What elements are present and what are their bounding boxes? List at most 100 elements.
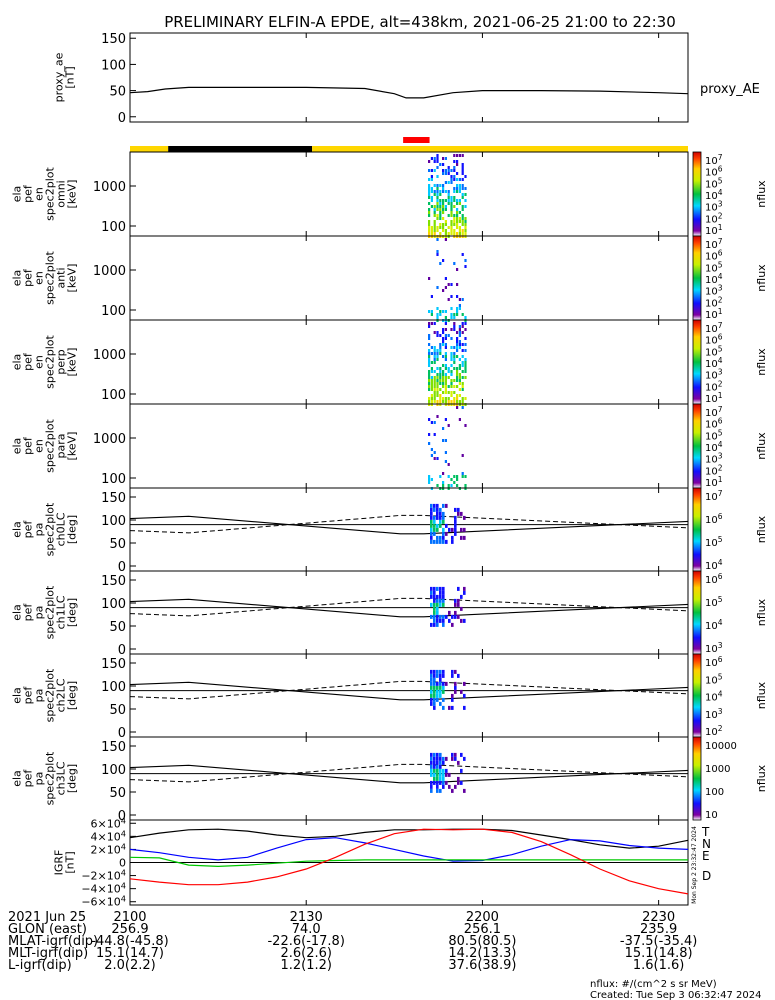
spectrogram-bin — [428, 478, 431, 481]
spectrogram-bin — [458, 178, 461, 181]
spectrogram-bin — [456, 160, 459, 163]
igrf-ylabel: IGRF[nT] — [53, 850, 77, 876]
pitch-angle-bin — [439, 689, 442, 694]
spectrogram-bin — [430, 367, 433, 370]
spectrogram-bin — [444, 379, 447, 382]
y-axis-label-line: anti — [55, 267, 68, 288]
pitch-angle-bin — [436, 507, 439, 512]
pitch-angle-bin — [451, 539, 454, 544]
spectrogram-bin — [428, 211, 431, 214]
spectrogram-bin — [464, 424, 467, 427]
spectrogram-bin — [456, 475, 459, 478]
science-zone-marker — [403, 137, 430, 143]
spectrogram-bin — [456, 343, 459, 346]
pitch-angle-bin — [451, 705, 454, 710]
pitch-angle-bin — [430, 602, 433, 607]
y-axis-label-line: ela — [11, 521, 24, 538]
spectrogram-bin — [436, 334, 439, 337]
pitch-angle-bin — [436, 768, 439, 773]
pitch-angle-bin — [439, 586, 442, 591]
pitch-angle-bin — [439, 772, 442, 777]
spectrogram-bin — [453, 379, 456, 382]
pitch-angle-bin — [451, 614, 454, 619]
spectrogram-bin — [444, 397, 447, 400]
footer-row-value: -37.5(-35.4) — [620, 934, 697, 949]
pitch-angle-bin — [436, 539, 439, 544]
spectrogram-bin — [442, 199, 445, 202]
spectrogram-bin — [436, 331, 439, 334]
y-tick-label: 100 — [101, 763, 126, 778]
spectrogram-bin — [442, 328, 445, 331]
spectrogram-bin — [428, 397, 431, 400]
pitch-angle-bin — [463, 681, 466, 686]
spectrogram-bin — [453, 367, 456, 370]
footer-row-value: 74.0 — [292, 922, 321, 937]
pitch-angle-bin — [439, 539, 442, 544]
spectrogram-bin — [442, 208, 445, 211]
pitch-angle-bin — [430, 689, 433, 694]
spectrogram-bin — [442, 400, 445, 403]
pitch-angle-bin — [439, 535, 442, 540]
spectrogram-bin — [464, 226, 467, 229]
spectrogram-bin — [461, 178, 464, 181]
y-tick-label: 0 — [118, 560, 126, 575]
spectrogram-bin — [458, 232, 461, 235]
spectrogram-bin — [453, 205, 456, 208]
footer-row-label: MLT-igrf(dip) — [8, 946, 88, 961]
spectrogram-bin — [444, 337, 447, 340]
spectrogram-bin — [439, 379, 442, 382]
spectrogram-bin — [447, 190, 450, 193]
spectrogram-bin — [442, 223, 445, 226]
pitch-angle-bin — [433, 689, 436, 694]
spectrogram-bin — [444, 328, 447, 331]
y-axis-label-line: pef — [22, 436, 35, 455]
pitch-angle-bin — [436, 511, 439, 516]
spectrogram-bin — [433, 208, 436, 211]
spectrogram-bin — [428, 355, 431, 358]
spectrogram-bin — [456, 268, 459, 271]
colorbar-tick-label: 105 — [705, 535, 723, 549]
spectrogram-bin — [433, 358, 436, 361]
spectrogram-bin — [439, 382, 442, 385]
y-tick-label: 6×104 — [91, 815, 126, 830]
spectrogram-bin — [428, 364, 431, 367]
y-axis-label-line: IGRF — [53, 850, 66, 876]
colorbar-tick-label: 105 — [705, 344, 723, 358]
spectrogram-bin — [430, 454, 433, 457]
pitch-angle-pixels — [430, 752, 466, 793]
spectrogram-bin — [461, 313, 464, 316]
side-timestamp: Mon Sep 2 23:32:47 2024 — [691, 826, 698, 904]
spectrogram-bin — [456, 313, 459, 316]
spectrogram-bin — [428, 232, 431, 235]
spectrogram-bin — [430, 379, 433, 382]
spectrogram-bin — [458, 340, 461, 343]
proxy-ae-line — [129, 86, 689, 99]
spectrogram-bin — [442, 202, 445, 205]
spectrogram-bin — [428, 214, 431, 217]
spectrogram-bin — [456, 373, 459, 376]
pitch-angle-bin — [451, 622, 454, 627]
spectrogram-bin — [461, 376, 464, 379]
spectrogram-bin — [447, 166, 450, 169]
pitch-angle-bin — [430, 788, 433, 793]
spectrogram-bin — [458, 217, 461, 220]
colorbar-tick-label: 107 — [705, 237, 723, 251]
spectrogram-bin — [461, 223, 464, 226]
spectrogram-bin — [433, 184, 436, 187]
spectrogram-bin — [456, 217, 459, 220]
pitch-angle-bin — [433, 760, 436, 765]
y-tick-label: 1000 — [93, 348, 126, 363]
pitch-angle-bin — [442, 697, 445, 702]
colorbar-tick-label: 101 — [705, 475, 723, 489]
spectrogram-bin — [428, 184, 431, 187]
spectrogram-bin — [453, 355, 456, 358]
spectrogram-bin — [456, 397, 459, 400]
y-axis-label-line: perp — [55, 349, 68, 374]
spectrogram-bin — [453, 481, 456, 484]
spectrogram-bin — [464, 397, 467, 400]
spectrogram-bin — [439, 376, 442, 379]
y-tick-label: 150 — [101, 32, 126, 47]
spectrogram-bin — [450, 355, 453, 358]
spectrogram-bin — [436, 382, 439, 385]
spectrogram-bin — [450, 175, 453, 178]
